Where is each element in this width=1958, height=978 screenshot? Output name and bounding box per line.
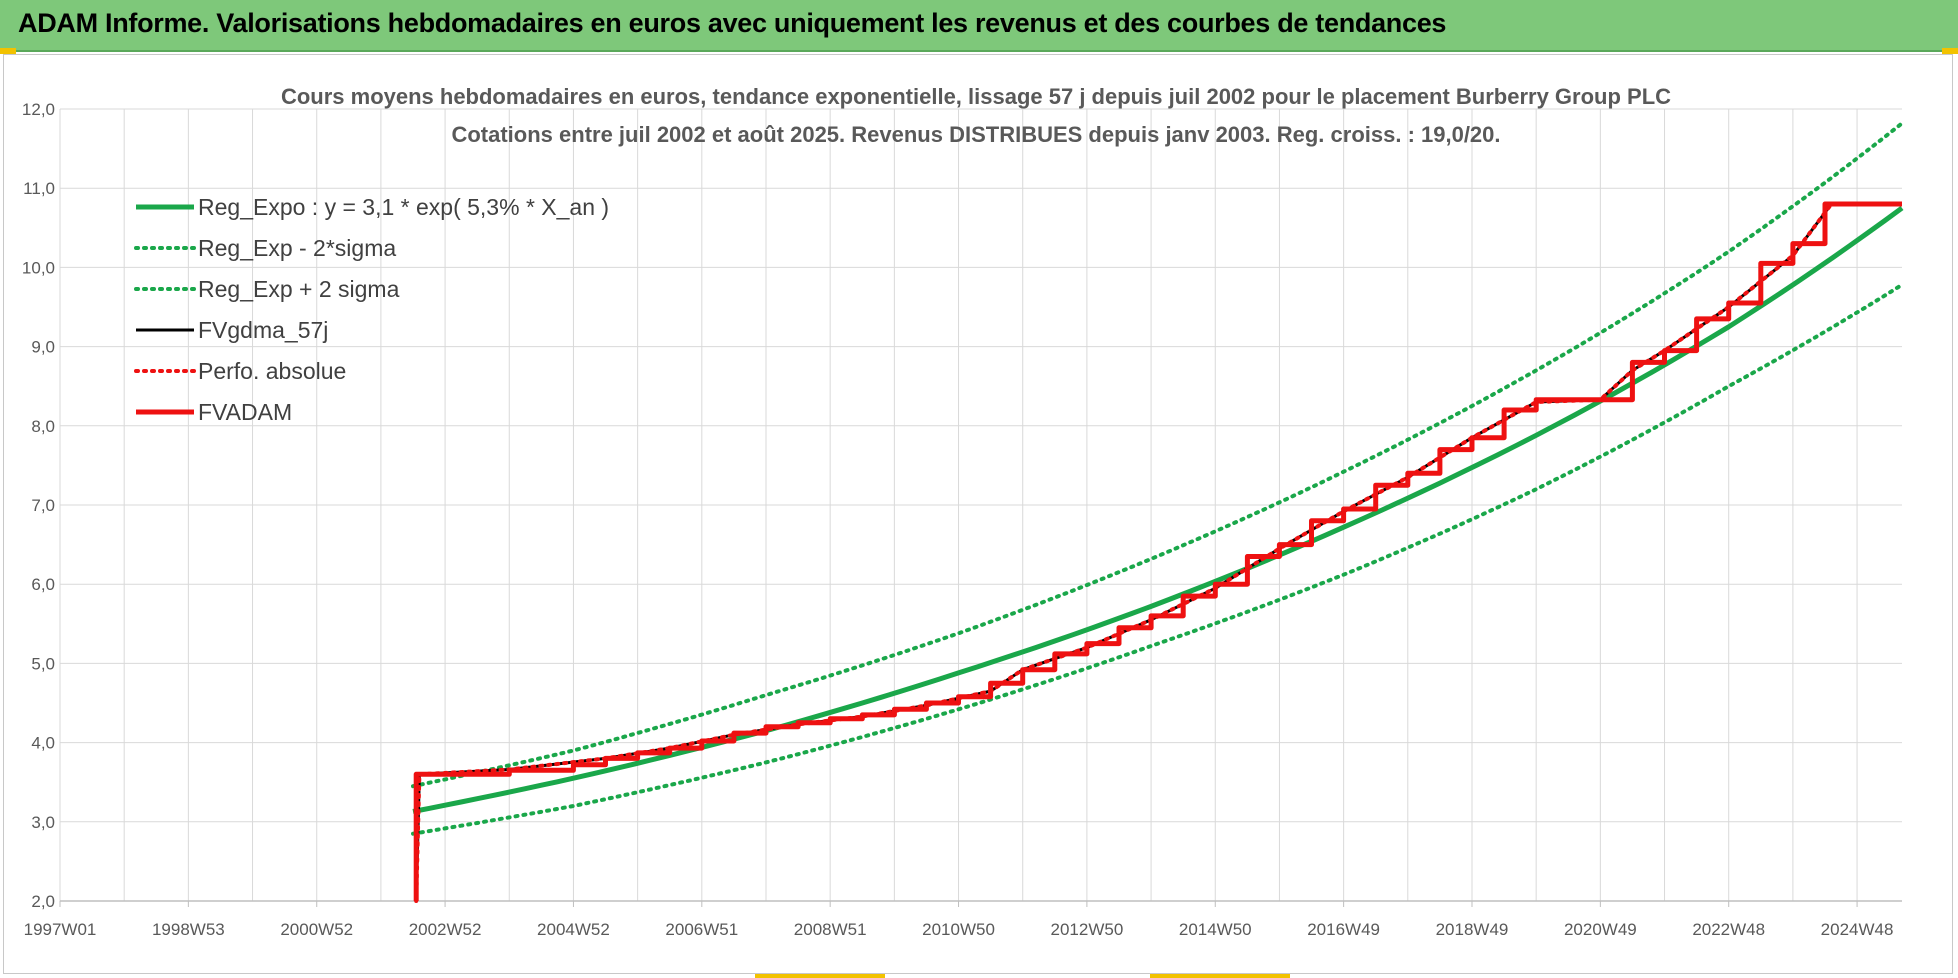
x-tick-label: 2018W49 [1436, 920, 1509, 939]
legend-label: FVADAM [198, 399, 292, 425]
series-line-4 [414, 202, 1904, 903]
x-tick-label: 2010W50 [922, 920, 995, 939]
chart-frame [3, 54, 1953, 974]
x-tick-label: 1998W53 [152, 920, 225, 939]
x-tick-label: 2020W49 [1564, 920, 1637, 939]
x-tick-label: 2000W52 [280, 920, 353, 939]
y-tick-label: 7,0 [31, 496, 55, 515]
chart-series [411, 121, 1904, 903]
y-tick-label: 9,0 [31, 338, 55, 357]
legend-label: Reg_Exp - 2*sigma [198, 235, 396, 261]
footer-accent-1 [755, 974, 885, 978]
footer-accent-2 [1150, 974, 1290, 978]
series-line-1 [411, 282, 1904, 836]
corner-accent-left [0, 48, 16, 54]
x-tick-label: 2022W48 [1692, 920, 1765, 939]
y-tick-label: 4,0 [31, 734, 55, 753]
series-line-3 [414, 202, 1902, 902]
legend: Reg_Expo : y = 3,1 * exp( 5,3% * X_an ) R… [134, 194, 609, 425]
x-tick-label: 2014W50 [1179, 920, 1252, 939]
x-tick-label: 2024W48 [1821, 920, 1894, 939]
series-line-2 [411, 121, 1904, 789]
chart-grid [59, 108, 1902, 902]
y-tick-label: 5,0 [31, 654, 55, 673]
chart-subtitle: Cotations entre juil 2002 et août 2025. … [451, 122, 1500, 147]
x-tick-label: 2012W50 [1051, 920, 1124, 939]
header-bar: ADAM Informe. Valorisations hebdomadaire… [0, 0, 1958, 52]
legend-label: Perfo. absolue [198, 358, 346, 384]
x-tick-label: 2002W52 [409, 920, 482, 939]
legend-label: FVgdma_57j [198, 317, 328, 343]
series-line-5 [413, 201, 1902, 901]
y-tick-label: 10,0 [22, 258, 55, 277]
y-tick-label: 11,0 [23, 179, 55, 198]
legend-label: Reg_Expo : y = 3,1 * exp( 5,3% * X_an ) [198, 194, 609, 220]
series-line-0 [412, 205, 1904, 814]
x-tick-label: 2016W49 [1307, 920, 1380, 939]
y-axis: 2,0 3,0 4,0 5,0 6,0 7,0 8,0 9,0 10,0 11,0 12,0 [22, 100, 55, 911]
x-tick-label: 2006W51 [665, 920, 738, 939]
y-tick-label: 3,0 [31, 813, 55, 832]
legend-label: Reg_Exp + 2 sigma [198, 276, 400, 302]
x-tick-label: 2004W52 [537, 920, 610, 939]
y-tick-label: 12,0 [22, 100, 55, 119]
x-tick-label: 2008W51 [794, 920, 867, 939]
x-tick-label: 1997W01 [24, 920, 97, 939]
chart-title: Cours moyens hebdomadaires en euros, ten… [281, 84, 1671, 109]
y-tick-label: 8,0 [31, 417, 55, 436]
page-title: ADAM Informe. Valorisations hebdomadaire… [18, 8, 1447, 38]
x-axis: 1997W01 1998W53 2000W52 2002W52 2004W52 2006W… [24, 900, 1902, 939]
y-tick-label: 6,0 [31, 575, 55, 594]
y-tick-label: 2,0 [31, 892, 55, 911]
corner-accent-right [1942, 48, 1958, 54]
